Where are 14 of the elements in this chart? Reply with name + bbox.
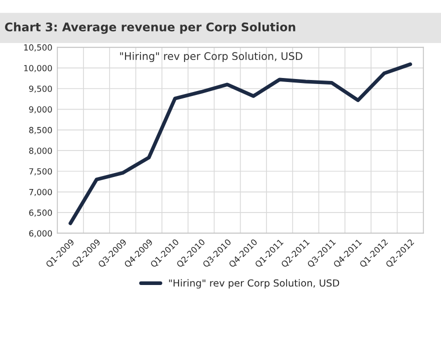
y-tick-label: 10,500 xyxy=(24,44,52,52)
y-tick-label: 8,000 xyxy=(29,148,52,155)
y-tick-label: 6,500 xyxy=(29,210,52,217)
y-tick-label: 8,500 xyxy=(29,126,52,134)
y-tick-label: 6,000 xyxy=(29,230,52,238)
chart-subtitle: "Hiring" rev per Corp Solution, USD xyxy=(120,52,302,62)
chart-title: Chart 3: Average revenue per Corp Solution xyxy=(5,22,296,34)
y-tick-label: 7,500 xyxy=(29,168,52,176)
y-tick-label: 10,000 xyxy=(24,64,52,72)
legend-label: "Hiring" rev per Corp Solution, USD xyxy=(169,279,340,289)
y-tick-label: 9,000 xyxy=(29,106,52,114)
y-tick-label: 7,000 xyxy=(29,188,52,196)
line-series xyxy=(68,62,412,226)
y-tick-label: 9,500 xyxy=(29,86,52,93)
